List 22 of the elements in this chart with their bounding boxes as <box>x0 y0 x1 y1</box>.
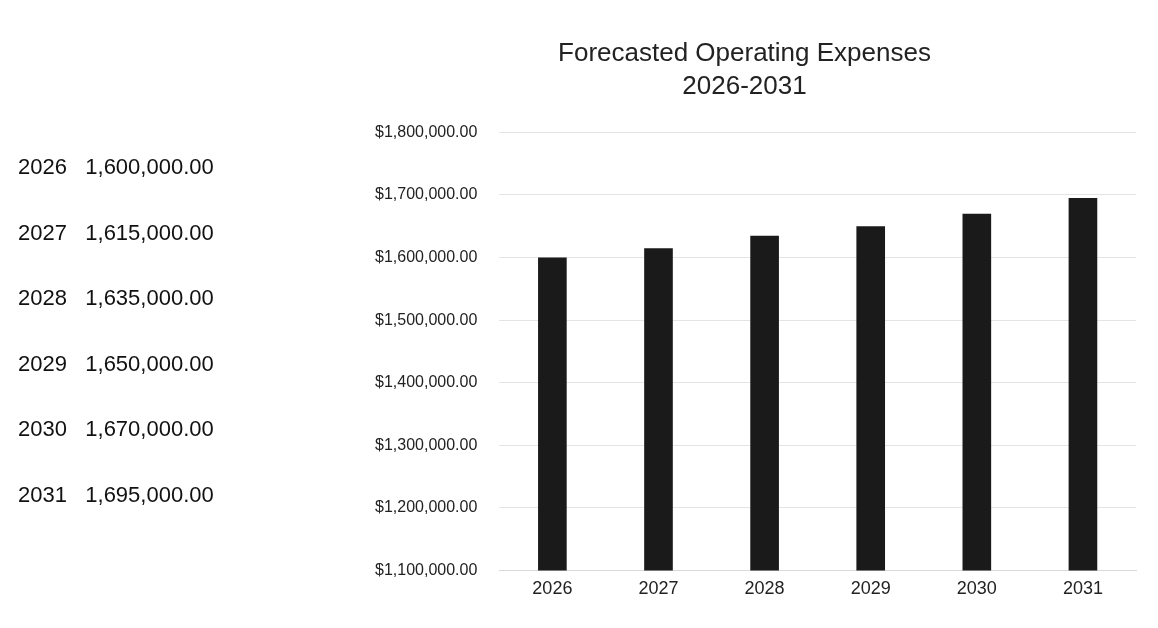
text: 2029 1,650,000.00 <box>18 350 214 376</box>
text: 2031 1,695,000.00 <box>18 482 214 508</box>
text: 2026 1,600,000.00 <box>18 154 214 180</box>
y-tick-label: $1,500,000.00 <box>374 310 478 328</box>
x-tick-label: 2028 <box>744 578 785 599</box>
y-tick-label: $1,700,000.00 <box>374 185 478 203</box>
y-tick-label: $1,200,000.00 <box>374 498 478 516</box>
x-tick-label: 2030 <box>956 578 997 599</box>
text: 2028 1,635,000.00 <box>18 285 214 311</box>
x-tick-label: 2026 <box>532 578 573 599</box>
y-tick-label: $1,800,000.00 <box>374 122 478 140</box>
x-tick-label: 2031 <box>1062 578 1103 599</box>
text: 2030 1,670,000.00 <box>18 416 214 442</box>
y-tick-label: $1,400,000.00 <box>374 373 478 391</box>
text: 2027 1,615,000.00 <box>18 219 214 245</box>
y-tick-label: $1,300,000.00 <box>374 435 478 453</box>
y-tick-label: $1,600,000.00 <box>374 247 478 265</box>
x-tick-label: 2027 <box>638 578 679 599</box>
chart-subtitle: 2026-2031 <box>682 69 807 100</box>
x-tick-label: 2029 <box>850 578 891 599</box>
chart-title: Forecasted Operating Expenses <box>558 36 931 67</box>
y-tick-label: $1,100,000.00 <box>374 560 478 578</box>
